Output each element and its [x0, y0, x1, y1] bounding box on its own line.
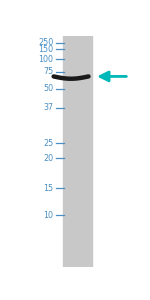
Text: 50: 50 — [44, 84, 54, 93]
Text: 20: 20 — [44, 154, 54, 163]
Text: 25: 25 — [43, 139, 54, 148]
Bar — [63, 36, 92, 267]
Text: 250: 250 — [38, 38, 54, 47]
Text: 37: 37 — [44, 103, 54, 112]
Text: 150: 150 — [39, 45, 54, 54]
Text: 100: 100 — [39, 55, 54, 64]
Text: 10: 10 — [44, 211, 54, 220]
Text: 15: 15 — [44, 184, 54, 193]
Text: 75: 75 — [43, 67, 54, 76]
